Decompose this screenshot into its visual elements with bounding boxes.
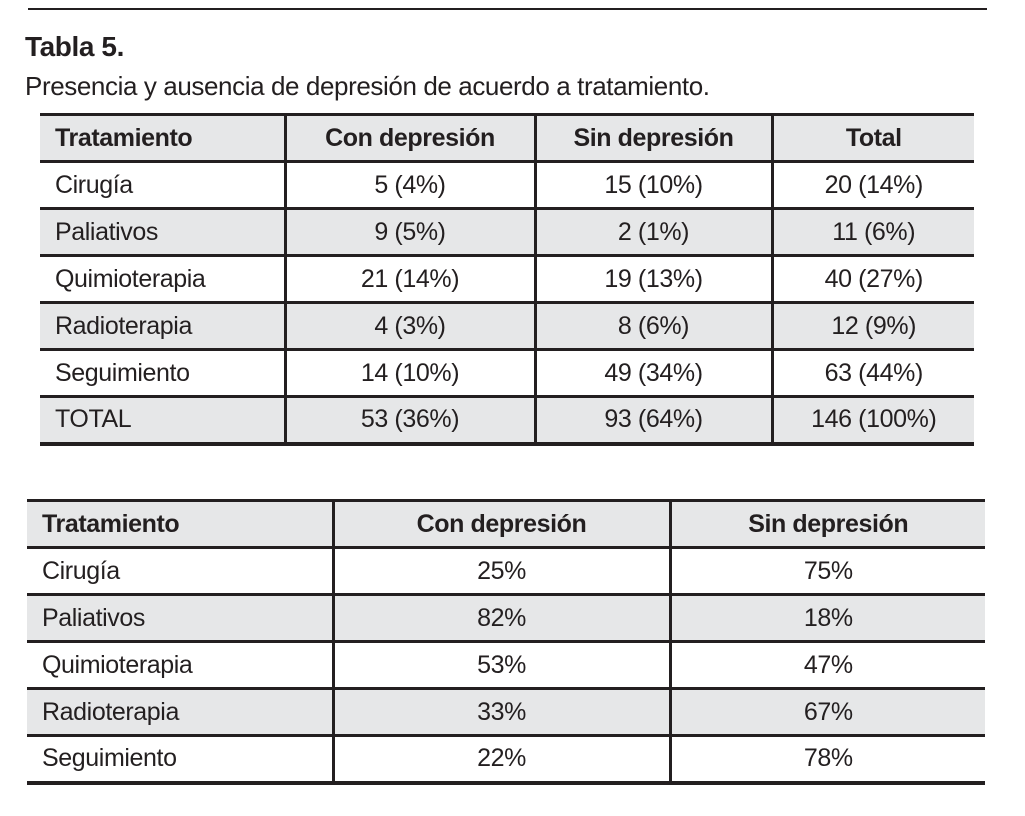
- table-row: Cirugía 5 (4%) 15 (10%) 20 (14%): [40, 161, 974, 210]
- row-label-cell: Radioterapia: [40, 302, 285, 351]
- value-cell: 14 (10%): [283, 349, 535, 398]
- value-cell: 8 (6%): [533, 302, 772, 351]
- treatment-percentages-table: Tratamiento Con depresión Sin depresión …: [27, 499, 985, 785]
- value-cell: 78%: [668, 735, 985, 785]
- table-subtitle: Presencia y ausencia de depresión de acu…: [25, 71, 710, 101]
- row-label-cell: TOTAL: [40, 396, 285, 446]
- header-row: Tratamiento Con depresión Sin depresión …: [40, 113, 974, 163]
- value-cell: 82%: [331, 594, 670, 643]
- table-row-total: TOTAL 53 (36%) 93 (64%) 146 (100%): [40, 396, 974, 446]
- value-cell: 49 (34%): [533, 349, 772, 398]
- header-row: Tratamiento Con depresión Sin depresión: [27, 499, 985, 549]
- table-row: Paliativos 9 (5%) 2 (1%) 11 (6%): [40, 208, 974, 257]
- table-row: Paliativos 82% 18%: [27, 594, 985, 643]
- row-label-cell: Cirugía: [27, 547, 333, 596]
- column-header-tratamiento: Tratamiento: [27, 499, 333, 549]
- value-cell: 12 (9%): [770, 302, 974, 351]
- value-cell: 19 (13%): [533, 255, 772, 304]
- table-row: Seguimiento 22% 78%: [27, 735, 985, 785]
- value-cell: 63 (44%): [770, 349, 974, 398]
- value-cell: 15 (10%): [533, 161, 772, 210]
- row-label-cell: Cirugía: [40, 161, 285, 210]
- table-row: Seguimiento 14 (10%) 49 (34%) 63 (44%): [40, 349, 974, 398]
- top-rule: [28, 8, 987, 10]
- value-cell: 146 (100%): [770, 396, 974, 446]
- value-cell: 2 (1%): [533, 208, 772, 257]
- value-cell: 93 (64%): [533, 396, 772, 446]
- value-cell: 21 (14%): [283, 255, 535, 304]
- column-header-con-depresion: Con depresión: [283, 113, 535, 163]
- column-header-sin-depresion: Sin depresión: [668, 499, 985, 549]
- column-header-total: Total: [770, 113, 974, 163]
- row-label-cell: Radioterapia: [27, 688, 333, 737]
- table-row: Radioterapia 4 (3%) 8 (6%) 12 (9%): [40, 302, 974, 351]
- value-cell: 25%: [331, 547, 670, 596]
- value-cell: 47%: [668, 641, 985, 690]
- value-cell: 4 (3%): [283, 302, 535, 351]
- table-row: Radioterapia 33% 67%: [27, 688, 985, 737]
- value-cell: 67%: [668, 688, 985, 737]
- row-label-cell: Quimioterapia: [27, 641, 333, 690]
- column-header-sin-depresion: Sin depresión: [533, 113, 772, 163]
- table-row: Quimioterapia 53% 47%: [27, 641, 985, 690]
- value-cell: 11 (6%): [770, 208, 974, 257]
- row-label-cell: Seguimiento: [27, 735, 333, 785]
- row-label-cell: Paliativos: [27, 594, 333, 643]
- value-cell: 40 (27%): [770, 255, 974, 304]
- value-cell: 9 (5%): [283, 208, 535, 257]
- treatment-counts-table: Tratamiento Con depresión Sin depresión …: [40, 113, 974, 446]
- table-row: Quimioterapia 21 (14%) 19 (13%) 40 (27%): [40, 255, 974, 304]
- row-label-cell: Seguimiento: [40, 349, 285, 398]
- column-header-con-depresion: Con depresión: [331, 499, 670, 549]
- value-cell: 22%: [331, 735, 670, 785]
- value-cell: 33%: [331, 688, 670, 737]
- value-cell: 20 (14%): [770, 161, 974, 210]
- column-header-tratamiento: Tratamiento: [40, 113, 285, 163]
- row-label-cell: Quimioterapia: [40, 255, 285, 304]
- value-cell: 18%: [668, 594, 985, 643]
- value-cell: 5 (4%): [283, 161, 535, 210]
- value-cell: 75%: [668, 547, 985, 596]
- row-label-cell: Paliativos: [40, 208, 285, 257]
- table-row: Cirugía 25% 75%: [27, 547, 985, 596]
- value-cell: 53 (36%): [283, 396, 535, 446]
- table-title: Tabla 5.: [25, 31, 124, 62]
- value-cell: 53%: [331, 641, 670, 690]
